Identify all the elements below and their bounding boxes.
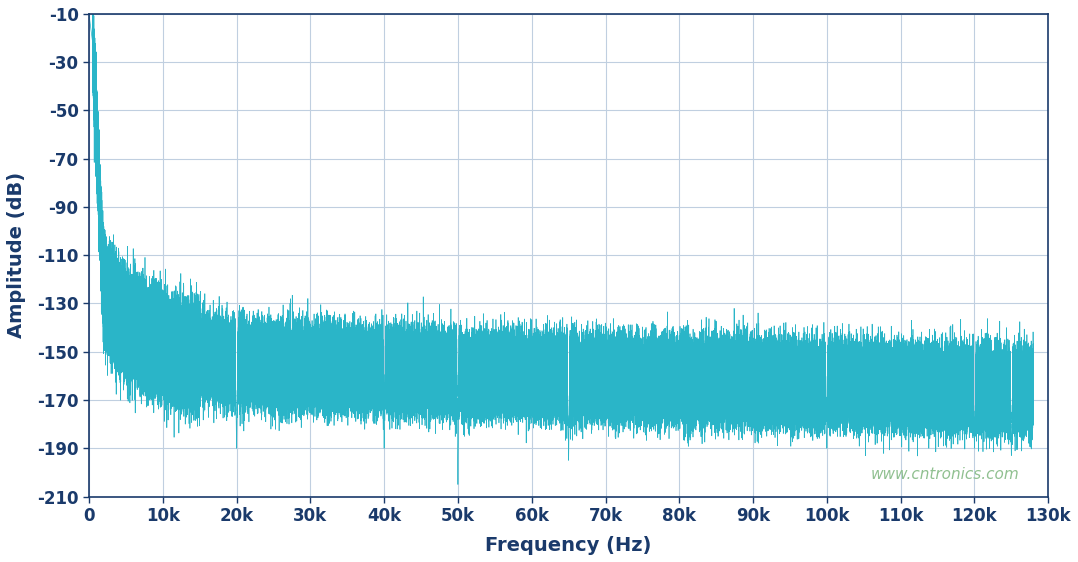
X-axis label: Frequency (Hz): Frequency (Hz) bbox=[485, 536, 652, 555]
Y-axis label: Amplitude (dB): Amplitude (dB) bbox=[6, 172, 26, 338]
Text: www.cntronics.com: www.cntronics.com bbox=[871, 467, 1020, 482]
